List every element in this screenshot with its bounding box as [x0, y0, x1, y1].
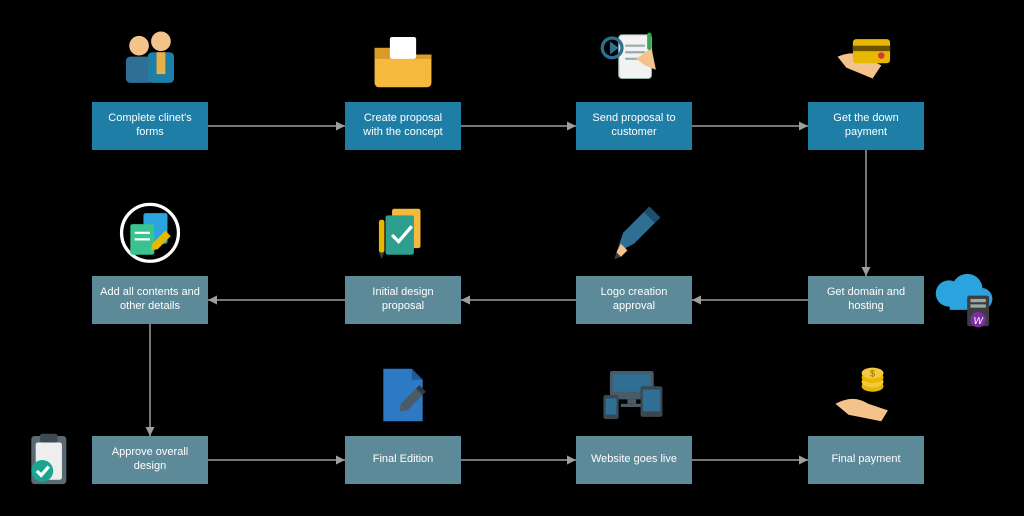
- flow-node-n9: Approve overall design: [92, 436, 208, 484]
- flow-node-label: Final Edition: [373, 453, 434, 467]
- flow-node-label: Complete clinet's forms: [100, 112, 200, 140]
- flow-node-label: Approve overall design: [100, 446, 200, 474]
- flow-node-n3: Send proposal to customer: [576, 102, 692, 150]
- flow-node-n5: Get domain and hosting: [808, 276, 924, 324]
- flow-node-label: Add all contents and other details: [100, 286, 200, 314]
- flow-node-label: Final payment: [831, 453, 900, 467]
- send-doc-icon: [599, 26, 669, 101]
- flow-node-n10: Final Edition: [345, 436, 461, 484]
- flow-node-n6: Logo creation approval: [576, 276, 692, 324]
- coins-hand-icon: $: [831, 360, 901, 435]
- flow-node-n1: Complete clinet's forms: [92, 102, 208, 150]
- flowchart-canvas: Complete clinet's forms Create proposal …: [0, 0, 1024, 516]
- flow-node-label: Website goes live: [591, 453, 677, 467]
- cloud-server-icon: W: [930, 265, 1000, 340]
- flow-node-n8: Add all contents and other details: [92, 276, 208, 324]
- devices-icon: [599, 360, 669, 435]
- folder-icon: [368, 26, 438, 101]
- pencil-icon: [599, 200, 669, 275]
- flow-node-n2: Create proposal with the concept: [345, 102, 461, 150]
- card-icon: [831, 26, 901, 101]
- flow-node-label: Get the down payment: [816, 112, 916, 140]
- clipboard-check-icon: [16, 425, 86, 500]
- flow-node-label: Logo creation approval: [584, 286, 684, 314]
- svg-text:$: $: [870, 368, 875, 378]
- flow-node-n7: Initial design proposal: [345, 276, 461, 324]
- design-docs-icon: [368, 200, 438, 275]
- flow-node-label: Get domain and hosting: [816, 286, 916, 314]
- flow-node-label: Initial design proposal: [353, 286, 453, 314]
- flow-node-label: Send proposal to customer: [584, 112, 684, 140]
- flow-node-n11: Website goes live: [576, 436, 692, 484]
- edit-docs-icon: [115, 200, 185, 275]
- edit-page-icon: [368, 360, 438, 435]
- flow-node-n12: Final payment: [808, 436, 924, 484]
- flow-node-label: Create proposal with the concept: [353, 112, 453, 140]
- people-icon: [115, 26, 185, 101]
- flow-node-n4: Get the down payment: [808, 102, 924, 150]
